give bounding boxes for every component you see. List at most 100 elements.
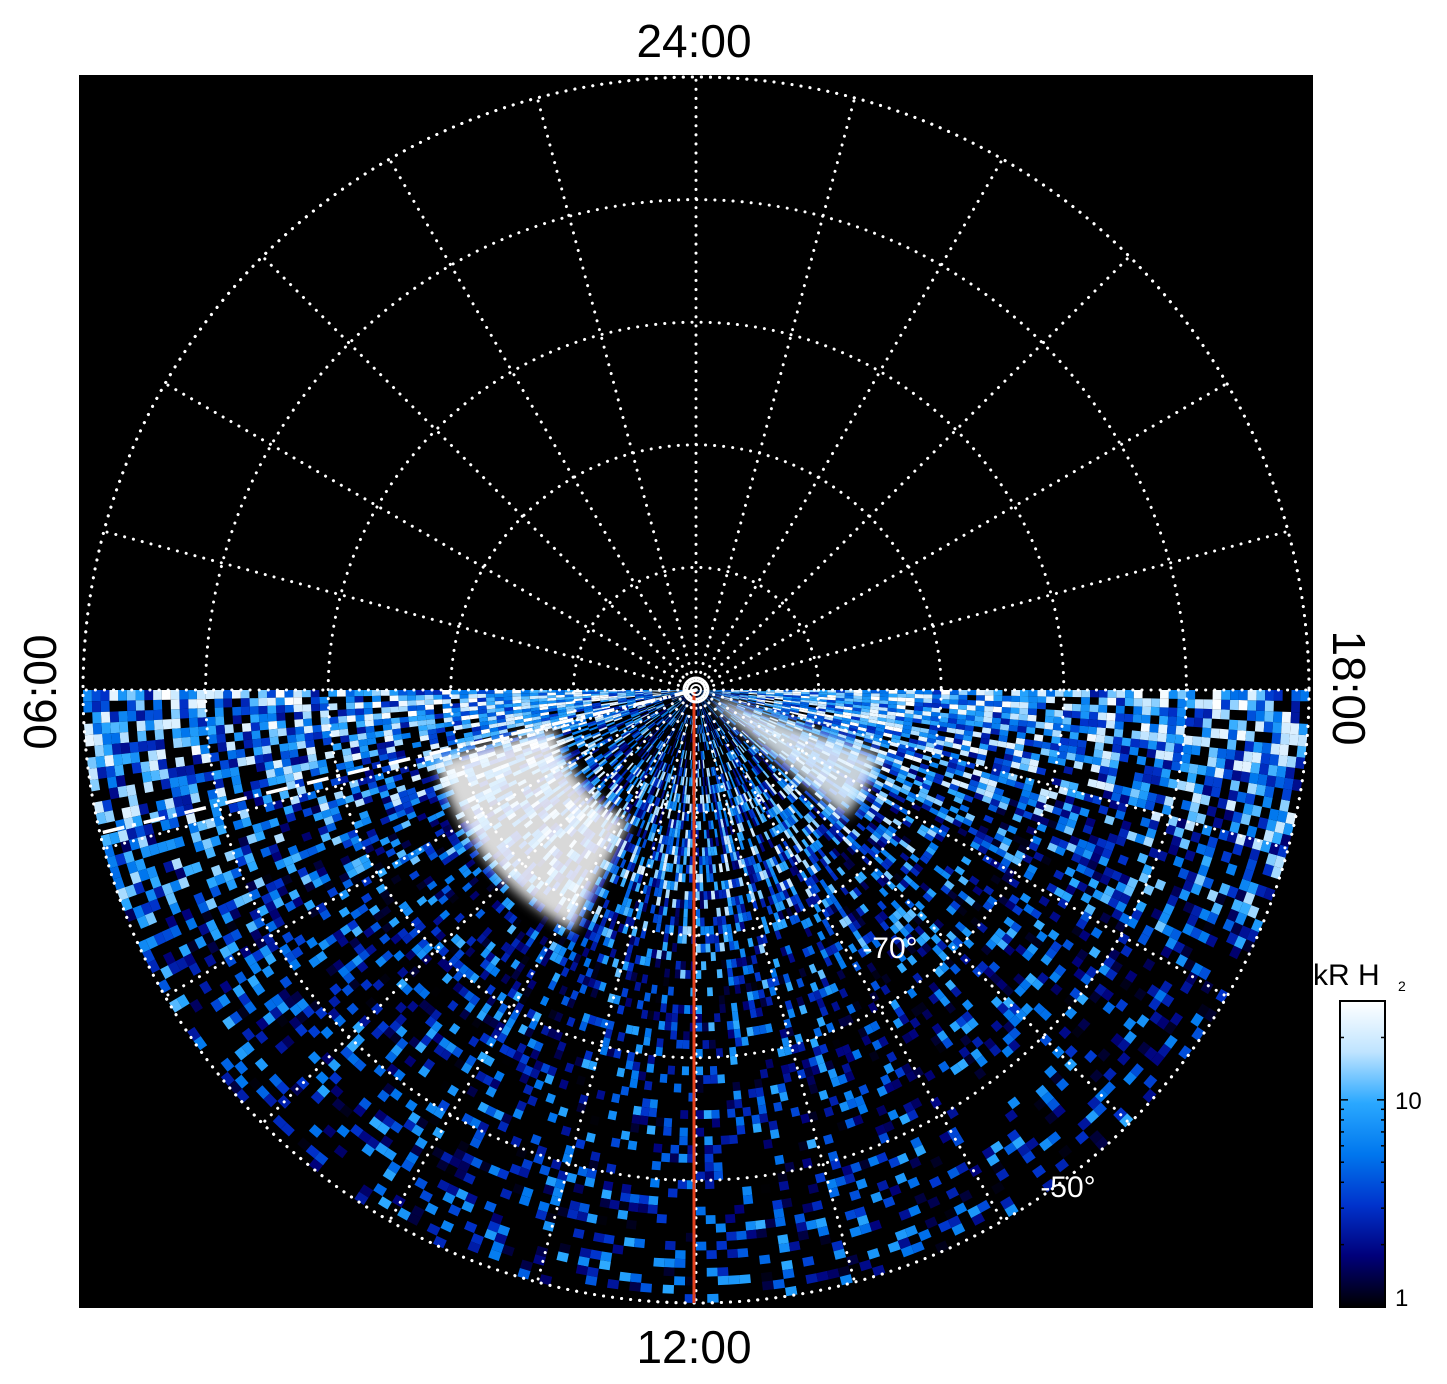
- emission-pixel: [469, 710, 479, 716]
- emission-pixel: [683, 899, 689, 909]
- emission-pixel: [162, 719, 172, 730]
- emission-pixel: [296, 785, 307, 796]
- emission-pixel: [368, 904, 381, 916]
- emission-pixel: [363, 702, 373, 709]
- emission-pixel: [237, 836, 249, 848]
- emission-pixel: [86, 756, 97, 770]
- emission-pixel: [267, 705, 277, 714]
- emission-pixel: [538, 690, 548, 693]
- emission-pixel: [643, 691, 653, 693]
- emission-pixel: [716, 1249, 728, 1259]
- emission-pixel: [714, 1013, 721, 1023]
- emission-pixel: [747, 1247, 759, 1257]
- emission-pixel: [172, 728, 182, 739]
- emission-pixel: [383, 729, 393, 737]
- emission-pixel: [632, 1105, 642, 1116]
- emission-pixel: [315, 842, 326, 853]
- emission-pixel: [226, 741, 236, 751]
- emission-pixel: [557, 709, 567, 714]
- emission-pixel: [564, 696, 574, 700]
- emission-pixel: [259, 944, 272, 958]
- emission-pixel: [171, 718, 181, 729]
- emission-pixel: [345, 690, 355, 697]
- emission-pixel: [602, 1180, 614, 1191]
- emission-pixel: [586, 758, 596, 766]
- emission-pixel: [408, 715, 418, 722]
- emission-pixel: [197, 717, 207, 727]
- emission-pixel: [91, 690, 101, 702]
- emission-pixel: [699, 891, 704, 901]
- emission-pixel: [638, 709, 648, 714]
- emission-pixel: [486, 708, 496, 714]
- emission-pixel: [344, 760, 355, 769]
- emission-pixel: [646, 1063, 655, 1073]
- emission-pixel: [374, 846, 386, 856]
- emission-pixel: [618, 701, 628, 705]
- emission-pixel: [341, 748, 352, 756]
- emission-pixel: [567, 741, 577, 748]
- emission-pixel: [442, 708, 452, 714]
- emission-pixel: [697, 768, 700, 778]
- emission-pixel: [700, 943, 706, 953]
- emission-pixel: [711, 1118, 721, 1128]
- emission-pixel: [206, 941, 220, 954]
- emission-pixel: [275, 697, 285, 706]
- emission-pixel: [253, 877, 266, 889]
- emission-pixel: [149, 875, 162, 889]
- emission-pixel: [734, 1099, 743, 1109]
- emission-pixel: [503, 703, 513, 708]
- emission-pixel: [571, 730, 581, 736]
- emission-pixel: [733, 1090, 742, 1100]
- emission-pixel: [240, 844, 252, 856]
- emission-pixel: [785, 1285, 798, 1297]
- emission-pixel: [261, 965, 275, 978]
- emission-pixel: [758, 1245, 770, 1256]
- emission-pixel: [261, 892, 273, 905]
- emission-pixel: [700, 926, 706, 936]
- emission-pixel: [134, 825, 146, 838]
- emission-pixel: [716, 969, 723, 979]
- emission-pixel: [360, 789, 372, 799]
- emission-pixel: [599, 694, 609, 698]
- emission-pixel: [424, 690, 434, 695]
- emission-pixel: [592, 707, 602, 712]
- emission-pixel: [180, 727, 191, 738]
- emission-pixel: [745, 1220, 757, 1231]
- emission-pixel: [621, 711, 630, 716]
- emission-pixel: [687, 900, 693, 909]
- emission-pixel: [686, 847, 691, 857]
- emission-pixel: [342, 838, 353, 849]
- emission-pixel: [646, 1125, 656, 1135]
- emission-pixel: [464, 736, 474, 742]
- emission-pixel: [595, 755, 604, 763]
- emission-pixel: [684, 891, 689, 900]
- emission-pixel: [641, 713, 650, 719]
- emission-pixel: [756, 1228, 768, 1239]
- emission-pixel: [777, 1234, 789, 1245]
- emission-pixel: [651, 713, 660, 719]
- emission-pixel: [661, 994, 668, 1004]
- emission-pixel: [529, 695, 539, 700]
- emission-pixel: [478, 717, 489, 723]
- emission-pixel: [284, 773, 295, 783]
- emission-pixel: [159, 768, 170, 780]
- emission-pixel: [209, 752, 220, 763]
- emission-pixel: [707, 890, 712, 900]
- emission-pixel: [352, 841, 364, 852]
- emission-pixel: [400, 722, 410, 729]
- emission-pixel: [573, 698, 583, 702]
- emission-pixel: [409, 855, 421, 866]
- emission-pixel: [234, 971, 248, 985]
- emission-pixel: [275, 705, 285, 714]
- emission-pixel: [757, 1104, 767, 1115]
- emission-pixel: [335, 797, 347, 807]
- emission-pixel: [629, 1193, 640, 1204]
- emission-pixel: [442, 694, 451, 700]
- emission-pixel: [421, 776, 432, 785]
- emission-pixel: [327, 799, 338, 810]
- emission-pixel: [608, 695, 618, 699]
- emission-pixel: [661, 692, 670, 695]
- emission-pixel: [712, 1144, 722, 1154]
- emission-pixel: [142, 949, 156, 964]
- emission-pixel: [460, 711, 470, 717]
